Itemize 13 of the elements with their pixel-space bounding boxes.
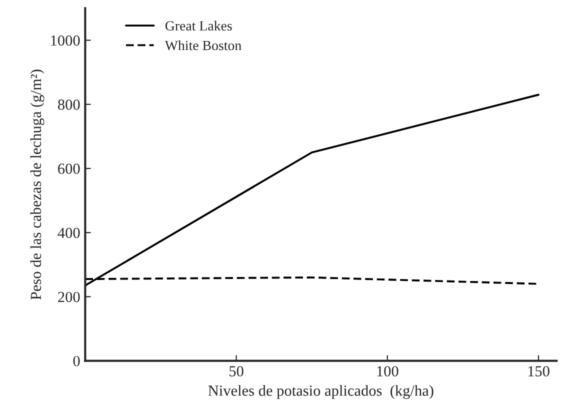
- x-tick-label: 50: [230, 366, 244, 376]
- legend-label: Great Lakes: [165, 20, 232, 31]
- y-tick-label: 200: [58, 292, 80, 302]
- x-axis-title: Niveles de potasio aplicados (kg/ha): [208, 385, 434, 399]
- x-tick-label: 150: [528, 366, 550, 376]
- x-tick-label: 100: [377, 366, 398, 376]
- y-axis-title: Peso de las cabezas de lechuga (g/m²): [30, 70, 44, 300]
- legend-label: White Boston: [164, 40, 242, 50]
- y-tick-label: 400: [58, 228, 80, 238]
- y-tick-label: 800: [58, 100, 80, 110]
- y-tick-label: 0: [73, 356, 80, 366]
- y-tick-label: 600: [58, 164, 80, 174]
- y-tick-label: 1000: [51, 35, 80, 46]
